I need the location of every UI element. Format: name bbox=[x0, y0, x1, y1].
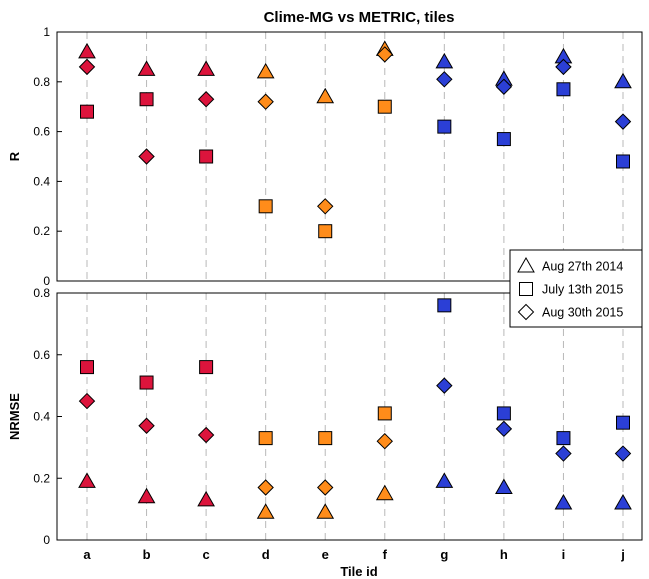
point-r-triangle-up-e bbox=[316, 87, 335, 104]
point-nrmse-diamond-e bbox=[317, 479, 334, 496]
point-nrmse-diamond-a bbox=[78, 392, 96, 410]
x-tick-label-f: f bbox=[383, 547, 388, 562]
y-tick-label-r: 0.4 bbox=[33, 174, 50, 188]
point-r-square-g bbox=[437, 119, 452, 134]
point-nrmse-triangle-up-a bbox=[78, 472, 96, 488]
point-r-diamond-j bbox=[614, 113, 632, 130]
point-nrmse-square-d bbox=[258, 431, 273, 446]
point-nrmse-triangle-up-i bbox=[554, 493, 573, 510]
point-nrmse-square-h bbox=[496, 406, 511, 421]
legend: Aug 27th 2014 July 13th 2015 Aug 30th 2015 bbox=[509, 249, 643, 328]
point-r-diamond-h bbox=[495, 78, 513, 95]
point-nrmse-square-e bbox=[318, 431, 333, 446]
point-r-triangle-up-b bbox=[137, 60, 156, 76]
legend-label: Aug 30th 2015 bbox=[542, 306, 623, 320]
point-nrmse-square-j bbox=[616, 415, 630, 430]
y-tick-label-r: 0.6 bbox=[33, 125, 50, 139]
point-r-diamond-f bbox=[376, 46, 393, 63]
plot-frame-r bbox=[56, 31, 643, 282]
legend-marker-triangle-up bbox=[517, 256, 535, 273]
point-nrmse-diamond-c bbox=[197, 426, 215, 444]
point-nrmse-square-i bbox=[556, 431, 571, 446]
point-nrmse-square-c bbox=[199, 360, 214, 375]
legend-label: Aug 27th 2014 bbox=[542, 260, 623, 274]
y-tick-label-r: 1 bbox=[43, 25, 50, 39]
point-nrmse-square-b bbox=[139, 375, 154, 390]
point-r-square-b bbox=[139, 92, 154, 107]
legend-marker-square bbox=[519, 282, 533, 296]
point-r-diamond-e bbox=[317, 198, 334, 215]
point-nrmse-diamond-b bbox=[138, 417, 155, 434]
point-r-square-j bbox=[616, 154, 630, 169]
legend-label: July 13th 2015 bbox=[542, 283, 623, 297]
point-nrmse-diamond-f bbox=[376, 432, 393, 450]
point-r-triangle-up-j bbox=[614, 72, 632, 89]
point-r-diamond-a bbox=[78, 58, 96, 76]
x-tick-label-b: b bbox=[143, 547, 151, 562]
point-nrmse-diamond-d bbox=[257, 479, 274, 496]
y-tick-label-nrmse: 0.2 bbox=[33, 471, 50, 485]
panel-nrmse: 0 0.2 0.4 0.6 0.8 NRMSE bbox=[7, 286, 643, 547]
point-r-square-f bbox=[377, 99, 392, 114]
point-nrmse-triangle-up-g bbox=[435, 472, 454, 488]
panel-r: 0 0.2 0.4 0.6 0.8 1 R bbox=[7, 25, 643, 288]
point-r-diamond-g bbox=[436, 71, 453, 88]
point-r-square-h bbox=[496, 132, 511, 147]
point-nrmse-triangle-up-e bbox=[316, 503, 335, 519]
legend-marker-diamond bbox=[517, 303, 535, 321]
point-r-square-a bbox=[80, 104, 94, 119]
point-r-diamond-c bbox=[197, 91, 215, 108]
point-r-triangle-up-g bbox=[435, 52, 454, 69]
point-r-square-e bbox=[318, 224, 333, 239]
point-r-square-i bbox=[556, 82, 571, 97]
point-r-diamond-i bbox=[555, 58, 572, 76]
x-tick-label-g: g bbox=[440, 547, 448, 562]
point-nrmse-square-g bbox=[437, 298, 452, 313]
point-nrmse-triangle-up-b bbox=[137, 487, 156, 504]
point-nrmse-square-a bbox=[80, 360, 94, 375]
point-nrmse-triangle-up-d bbox=[256, 503, 275, 519]
y-tick-label-r: 0.8 bbox=[33, 75, 50, 89]
point-r-diamond-d bbox=[257, 93, 274, 110]
point-r-square-c bbox=[199, 149, 214, 164]
point-nrmse-diamond-i bbox=[555, 445, 572, 462]
x-tick-label-d: d bbox=[262, 547, 270, 562]
point-nrmse-triangle-up-f bbox=[375, 484, 394, 501]
point-nrmse-triangle-up-j bbox=[614, 493, 632, 510]
point-nrmse-triangle-up-h bbox=[495, 478, 513, 495]
x-tick-label-j: j bbox=[620, 547, 625, 562]
x-tick-label-h: h bbox=[500, 547, 508, 562]
y-tick-label-r: 0.2 bbox=[33, 224, 50, 238]
point-r-diamond-b bbox=[138, 148, 155, 165]
x-axis-title: Tile id bbox=[340, 564, 377, 579]
y-tick-label-nrmse: 0 bbox=[43, 533, 50, 547]
chart-title: Clime-MG vs METRIC, tiles bbox=[264, 9, 455, 26]
y-tick-label-r: 0 bbox=[43, 274, 50, 288]
point-nrmse-diamond-h bbox=[495, 420, 513, 438]
y-axis-title-r: R bbox=[7, 151, 22, 161]
point-r-triangle-up-d bbox=[256, 62, 275, 79]
y-tick-label-nrmse: 0.4 bbox=[33, 410, 50, 424]
y-tick-label-nrmse: 0.6 bbox=[33, 348, 50, 362]
x-tick-label-c: c bbox=[202, 547, 209, 562]
x-tick-label-i: i bbox=[562, 547, 566, 562]
point-nrmse-diamond-j bbox=[614, 445, 632, 462]
y-axis-title-nrmse: NRMSE bbox=[7, 393, 22, 440]
y-tick-label-nrmse: 0.8 bbox=[33, 286, 50, 300]
point-r-triangle-up-c bbox=[197, 60, 215, 76]
x-tick-label-e: e bbox=[322, 547, 329, 562]
x-tick-label-a: a bbox=[83, 547, 91, 562]
point-nrmse-square-f bbox=[377, 406, 392, 421]
point-nrmse-diamond-g bbox=[436, 377, 453, 394]
point-nrmse-triangle-up-c bbox=[197, 490, 215, 507]
point-r-triangle-up-a bbox=[78, 42, 96, 59]
point-r-square-d bbox=[258, 199, 273, 214]
